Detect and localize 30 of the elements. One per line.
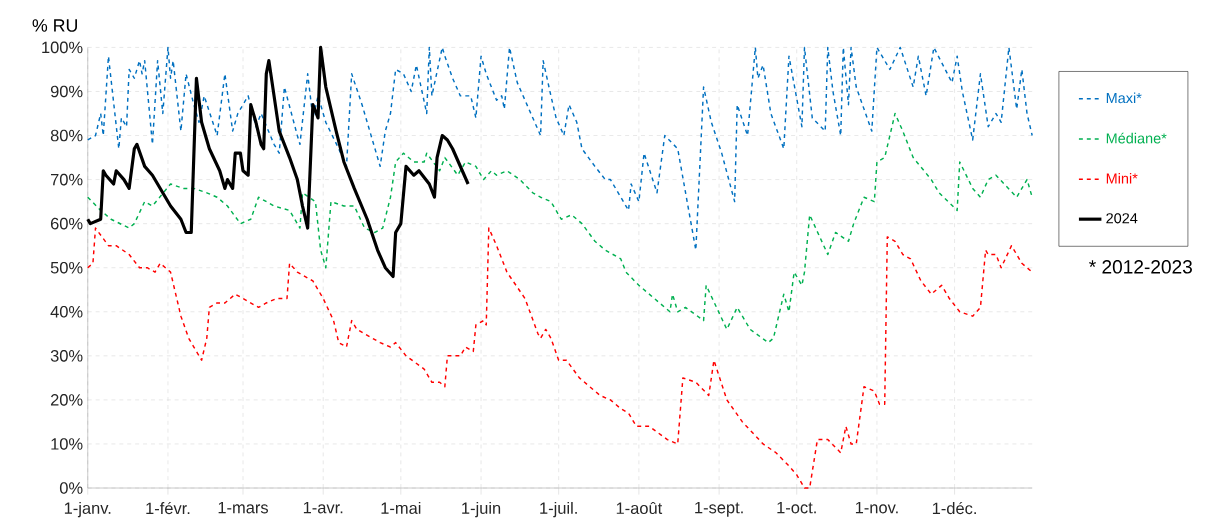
x-tick-label: 1-déc. [932, 502, 976, 515]
x-tick-label: 1-janv. [64, 502, 111, 518]
y-tick-label: 100% [42, 41, 83, 54]
legend-label: Médiane* [1106, 132, 1167, 144]
y-tick-label: 10% [51, 438, 83, 450]
x-tick-label: 1-avr. [303, 502, 343, 514]
y-tick-label: 0% [59, 482, 83, 495]
x-tick-label: 1-juil. [540, 502, 577, 518]
y-tick-label: 30% [50, 350, 83, 362]
legend-label: Maxi* [1106, 92, 1142, 104]
text: * 2012-2023 [1089, 260, 1192, 274]
x-tick-label: 1-juin [462, 502, 501, 518]
y-tick-label: 70% [50, 173, 83, 186]
x-tick-label: 1-mars [218, 502, 269, 514]
x-tick-label: 1-mai [381, 502, 421, 515]
y-tick-label: 90% [50, 85, 83, 98]
x-tick-label: 1-nov. [855, 502, 898, 514]
x-tick-label: 1-sept. [695, 502, 743, 517]
x-tick-label: 1-oct. [777, 502, 816, 514]
x-tick-label: 1-août [616, 502, 663, 515]
line-series [87, 112, 1033, 344]
y-tick-label: 50% [50, 262, 83, 274]
y-tick-label: 80% [50, 129, 83, 142]
x-tick-label: 1-févr. [146, 502, 190, 515]
y-tick-label: 60% [50, 218, 83, 230]
legend-label: 2024 [1106, 213, 1138, 224]
legend-label: Mini* [1106, 173, 1138, 184]
y-tick-label: 20% [50, 394, 83, 406]
y-axis-title: % RU [32, 19, 77, 32]
y-tick-label: 40% [50, 306, 83, 318]
